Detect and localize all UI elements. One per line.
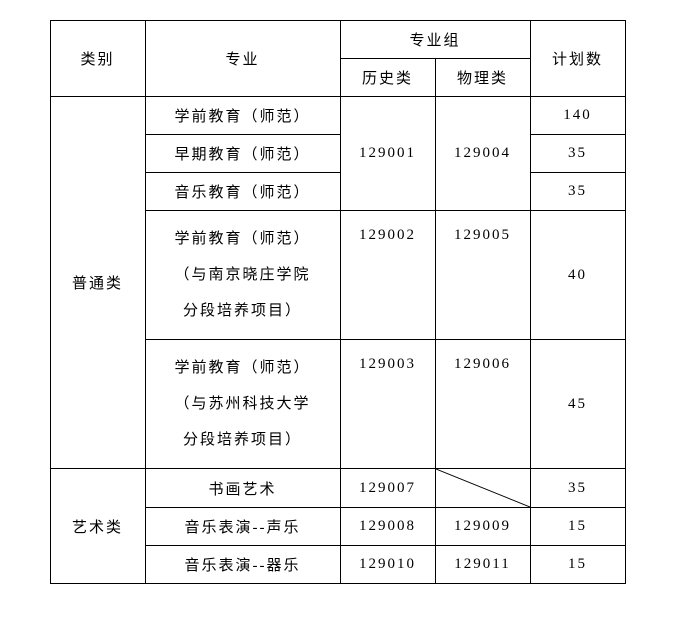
category-general: 普通类 — [50, 97, 145, 469]
major-line: 学前教育（师范） — [174, 360, 310, 376]
major-cell: 书画艺术 — [145, 469, 340, 508]
header-history: 历史类 — [340, 59, 435, 97]
code-cell: 129001 — [340, 97, 435, 211]
major-cell: 学前教育（师范） — [145, 97, 340, 135]
major-line: （与苏州科技大学 — [174, 396, 310, 412]
major-line: 分段培养项目） — [183, 432, 302, 448]
header-category: 类别 — [50, 21, 145, 97]
plan-cell: 15 — [530, 546, 625, 584]
table-row: 艺术类 书画艺术 129007 35 — [50, 469, 625, 508]
diagonal-cell — [435, 469, 530, 508]
major-cell-multiline: 学前教育（师范） （与苏州科技大学 分段培养项目） — [145, 340, 340, 469]
code-cell: 129008 — [340, 508, 435, 546]
plan-cell: 15 — [530, 508, 625, 546]
code-cell: 129011 — [435, 546, 530, 584]
code-cell: 129004 — [435, 97, 530, 211]
header-group: 专业组 — [340, 21, 530, 59]
major-cell: 音乐表演--器乐 — [145, 546, 340, 584]
major-line: 学前教育（师范） — [174, 231, 310, 247]
plan-cell: 35 — [530, 469, 625, 508]
major-cell: 音乐教育（师范） — [145, 173, 340, 211]
table-row: 普通类 学前教育（师范） 129001 129004 140 — [50, 97, 625, 135]
code-cell: 129005 — [435, 211, 530, 340]
admission-plan-table: 类别 专业 专业组 计划数 历史类 物理类 普通类 学前教育（师范） 12900… — [50, 20, 626, 584]
major-cell: 音乐表演--声乐 — [145, 508, 340, 546]
header-major: 专业 — [145, 21, 340, 97]
major-cell-multiline: 学前教育（师范） （与南京晓庄学院 分段培养项目） — [145, 211, 340, 340]
code-cell: 129009 — [435, 508, 530, 546]
code-cell: 129002 — [340, 211, 435, 340]
header-plan: 计划数 — [530, 21, 625, 97]
header-physics: 物理类 — [435, 59, 530, 97]
plan-cell: 35 — [530, 135, 625, 173]
plan-cell: 35 — [530, 173, 625, 211]
code-cell: 129006 — [435, 340, 530, 469]
plan-cell: 140 — [530, 97, 625, 135]
major-line: 分段培养项目） — [183, 303, 302, 319]
category-art: 艺术类 — [50, 469, 145, 584]
header-row-1: 类别 专业 专业组 计划数 — [50, 21, 625, 59]
major-cell: 早期教育（师范） — [145, 135, 340, 173]
plan-cell: 45 — [530, 340, 625, 469]
major-line: （与南京晓庄学院 — [174, 267, 310, 283]
code-cell: 129003 — [340, 340, 435, 469]
plan-cell: 40 — [530, 211, 625, 340]
code-cell: 129010 — [340, 546, 435, 584]
code-cell: 129007 — [340, 469, 435, 508]
